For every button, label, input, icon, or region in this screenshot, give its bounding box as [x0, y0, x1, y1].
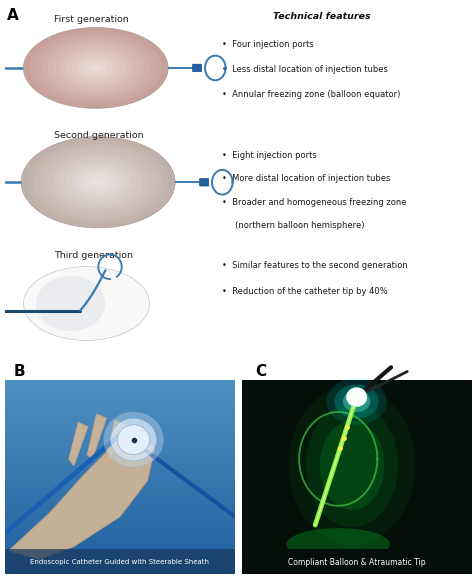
Text: •  Four injection ports: • Four injection ports — [222, 40, 314, 49]
Ellipse shape — [42, 38, 150, 98]
Ellipse shape — [73, 167, 124, 197]
Circle shape — [350, 391, 363, 403]
Ellipse shape — [53, 156, 143, 209]
Text: Compliant Balloon & Atraumatic Tip: Compliant Balloon & Atraumatic Tip — [288, 558, 426, 567]
Text: First generation: First generation — [54, 15, 128, 24]
Ellipse shape — [79, 171, 118, 193]
Text: •  Broader and homogeneous freezing zone: • Broader and homogeneous freezing zone — [222, 197, 406, 207]
Polygon shape — [124, 439, 138, 470]
Ellipse shape — [306, 404, 398, 527]
FancyBboxPatch shape — [5, 363, 235, 382]
Ellipse shape — [320, 420, 384, 510]
Ellipse shape — [343, 391, 371, 412]
Text: •  Annular freezing zone (balloon equator): • Annular freezing zone (balloon equator… — [222, 90, 400, 100]
Text: Second generation: Second generation — [54, 131, 144, 140]
Circle shape — [118, 425, 150, 455]
FancyBboxPatch shape — [192, 64, 202, 72]
Text: •  Eight injection ports: • Eight injection ports — [222, 151, 317, 160]
Circle shape — [346, 387, 367, 406]
Ellipse shape — [54, 45, 138, 91]
Ellipse shape — [90, 65, 102, 71]
Text: •  Similar features to the second generation: • Similar features to the second generat… — [222, 261, 408, 270]
Ellipse shape — [60, 47, 132, 88]
Text: •  Reduction of the catheter tip by 40%: • Reduction of the catheter tip by 40% — [222, 287, 387, 296]
Ellipse shape — [84, 61, 108, 75]
Ellipse shape — [36, 34, 156, 102]
Text: Technical features: Technical features — [273, 12, 371, 21]
Polygon shape — [9, 431, 154, 559]
Polygon shape — [106, 420, 124, 463]
Circle shape — [104, 412, 164, 467]
Text: A: A — [7, 8, 19, 23]
Ellipse shape — [65, 51, 126, 85]
Ellipse shape — [47, 152, 149, 212]
Text: •  More distal location of injection tubes: • More distal location of injection tube… — [222, 174, 390, 183]
Polygon shape — [69, 423, 88, 466]
Ellipse shape — [23, 28, 168, 108]
Text: B: B — [14, 364, 26, 379]
Circle shape — [110, 419, 156, 461]
Ellipse shape — [66, 163, 130, 201]
FancyBboxPatch shape — [242, 380, 472, 574]
Text: Endoscopic Catheter Guided with Steerable Sheath: Endoscopic Catheter Guided with Steerabl… — [30, 559, 209, 565]
FancyBboxPatch shape — [200, 178, 209, 186]
Ellipse shape — [85, 175, 111, 190]
Ellipse shape — [34, 144, 162, 221]
Ellipse shape — [78, 58, 114, 78]
Ellipse shape — [29, 31, 162, 105]
Ellipse shape — [36, 276, 105, 331]
Ellipse shape — [27, 140, 169, 224]
Ellipse shape — [335, 384, 379, 419]
FancyBboxPatch shape — [242, 549, 472, 574]
Ellipse shape — [326, 378, 387, 425]
Text: Third generation: Third generation — [54, 251, 133, 260]
Ellipse shape — [72, 54, 120, 82]
Ellipse shape — [289, 386, 415, 545]
Text: (northern balloon hemisphere): (northern balloon hemisphere) — [222, 221, 365, 230]
Ellipse shape — [21, 137, 175, 228]
Text: •  Less distal location of injection tubes: • Less distal location of injection tube… — [222, 65, 388, 74]
Polygon shape — [88, 414, 106, 459]
Ellipse shape — [47, 41, 144, 95]
Ellipse shape — [60, 159, 137, 205]
Ellipse shape — [23, 266, 149, 340]
Ellipse shape — [40, 148, 156, 217]
Ellipse shape — [286, 528, 390, 560]
Text: C: C — [255, 364, 266, 379]
FancyBboxPatch shape — [5, 549, 235, 574]
Ellipse shape — [91, 178, 105, 186]
